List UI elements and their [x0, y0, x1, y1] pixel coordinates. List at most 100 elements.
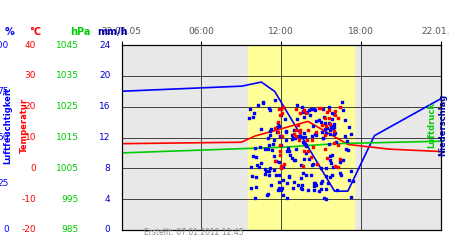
Text: hPa: hPa [70, 27, 90, 37]
Point [270, 138, 277, 141]
Point [317, 166, 324, 170]
Point [288, 156, 296, 160]
Point [295, 184, 302, 188]
Point [341, 134, 348, 138]
Point [302, 142, 309, 146]
Point [306, 108, 313, 112]
Point [255, 103, 262, 107]
Point [269, 148, 276, 152]
Point [270, 154, 278, 158]
Text: 25: 25 [0, 179, 9, 188]
Point [289, 186, 297, 190]
Point [326, 154, 333, 158]
Text: 30: 30 [24, 71, 36, 80]
Point [334, 143, 342, 147]
Point [328, 110, 336, 114]
Point [279, 178, 286, 182]
Point [293, 128, 300, 132]
Point [318, 130, 325, 134]
Point [326, 108, 333, 112]
Point [331, 140, 338, 144]
Point [277, 134, 284, 138]
Point [304, 128, 311, 132]
Point [336, 160, 343, 164]
Point [309, 162, 316, 166]
Point [278, 114, 285, 117]
Point [334, 165, 341, 169]
Point [275, 180, 283, 184]
Point [348, 195, 355, 199]
Point [301, 108, 308, 112]
Point [310, 184, 318, 188]
Point [320, 107, 327, 111]
Point [327, 128, 334, 132]
Point [311, 188, 318, 192]
Point [322, 131, 329, 135]
Point [301, 156, 308, 160]
Point [313, 162, 320, 166]
Point [275, 130, 282, 134]
Point [296, 138, 303, 142]
Text: 0: 0 [104, 226, 110, 234]
Point [300, 110, 307, 114]
Point [282, 138, 289, 142]
Point [314, 162, 321, 166]
Point [278, 188, 285, 192]
Point [316, 106, 323, 110]
Point [297, 163, 304, 167]
Point [283, 129, 290, 133]
Point [267, 108, 274, 112]
Point [302, 144, 309, 148]
Point [273, 159, 280, 163]
Point [264, 194, 271, 198]
Point [282, 130, 289, 134]
Point [327, 124, 334, 128]
Text: -10: -10 [21, 195, 36, 204]
Point [251, 111, 258, 115]
Point [315, 118, 323, 122]
Point [286, 175, 293, 179]
Text: 8: 8 [104, 164, 110, 173]
Point [346, 178, 353, 182]
Point [326, 122, 333, 126]
Point [279, 193, 287, 197]
Point [324, 110, 331, 114]
Point [322, 187, 329, 191]
Point [339, 158, 346, 162]
Point [292, 136, 299, 140]
Point [299, 109, 306, 113]
Point [341, 118, 348, 122]
Point [305, 149, 312, 153]
Point [280, 162, 288, 166]
Point [320, 136, 327, 140]
Point [318, 180, 325, 184]
Point [325, 121, 333, 125]
Point [259, 101, 266, 105]
Point [342, 147, 350, 151]
Point [330, 126, 338, 130]
Point [252, 175, 260, 179]
Point [322, 166, 329, 170]
Point [324, 126, 331, 130]
Point [264, 192, 271, 196]
Point [262, 168, 270, 172]
Point [329, 126, 337, 130]
Point [291, 158, 298, 162]
Point [308, 163, 315, 167]
Point [254, 163, 261, 167]
Point [304, 188, 311, 192]
Point [256, 165, 263, 169]
Text: 1045: 1045 [56, 40, 79, 50]
Point [275, 160, 283, 164]
Point [328, 153, 336, 157]
Point [281, 117, 288, 121]
Point [307, 113, 314, 117]
Text: 50: 50 [0, 133, 9, 142]
Point [304, 138, 311, 142]
Point [298, 176, 305, 180]
Point [266, 173, 273, 177]
Text: Temperatur: Temperatur [20, 98, 29, 152]
Point [313, 184, 320, 188]
Point [249, 115, 256, 119]
Point [275, 188, 282, 192]
